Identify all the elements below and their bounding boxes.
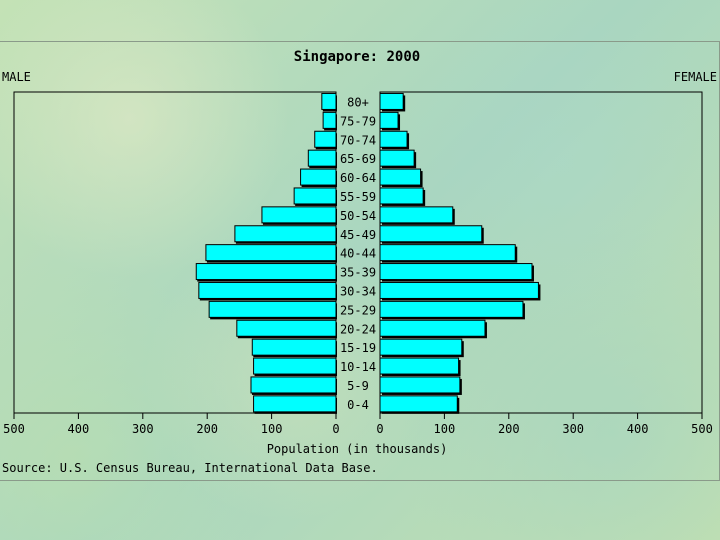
female-bar-0-4 [379,395,458,413]
age-group-label: 0-4 [347,398,369,412]
x-axis-label: Population (in thousands) [267,442,448,456]
x-tick-label: 300 [562,422,584,436]
age-group-label: 70-74 [340,133,376,147]
male-bar-30-34 [198,281,337,299]
female-label: FEMALE [674,70,717,84]
x-tick-label: 400 [68,422,90,436]
age-group-label: 10-14 [340,360,376,374]
age-group-label: 80+ [347,95,369,109]
x-ticks-group: 500 400 300 200 100 0 0 100 200 300 400 500 [3,413,713,436]
age-group-label: 60-64 [340,171,376,185]
x-tick-label: 500 [691,422,713,436]
female-bar-30-34 [379,281,539,299]
female-bar-20-24 [379,319,486,337]
age-group-label: 5-9 [347,379,369,393]
female-bar-65-69 [379,149,415,167]
age-group-label: 75-79 [340,114,376,128]
female-bar-35-39 [379,263,533,281]
male-bar-15-19 [251,338,337,356]
female-bar-45-49 [379,225,483,243]
age-group-label: 20-24 [340,322,376,336]
female-bar-50-54 [379,206,454,224]
age-group-label: 40-44 [340,247,376,261]
female-bar-70-74 [379,130,408,148]
x-tick-label: 200 [498,422,520,436]
female-bar-10-14 [379,357,460,375]
age-group-label: 55-59 [340,190,376,204]
x-tick-label: 0 [376,422,383,436]
male-bar-40-44 [205,244,337,262]
female-bar-75-79 [379,111,399,129]
female-bar-25-29 [379,300,524,318]
x-tick-label: 500 [3,422,25,436]
age-group-label: 15-19 [340,341,376,355]
male-bar-45-49 [234,225,337,243]
male-bar-10-14 [253,357,337,375]
female-bar-55-59 [379,187,424,205]
x-tick-label: 200 [196,422,218,436]
x-tick-label: 100 [261,422,283,436]
x-tick-label: 0 [332,422,339,436]
female-bar-40-44 [379,244,516,262]
male-bar-0-4 [253,395,337,413]
age-group-label: 65-69 [340,152,376,166]
male-bar-80+ [321,92,337,110]
female-bar-80+ [379,92,404,110]
x-tick-label: 100 [434,422,456,436]
age-group-label: 30-34 [340,284,376,298]
male-bar-55-59 [293,187,337,205]
population-pyramid-chart: Singapore: 2000 MALE FEMALE 80+ 75-79 70-7… [2,49,717,475]
male-bar-25-29 [208,300,337,318]
male-bar-35-39 [195,263,337,281]
bars-group [195,92,541,414]
male-bar-5-9 [250,376,337,394]
male-bar-20-24 [236,319,337,337]
female-bar-60-64 [379,168,422,186]
male-bar-70-74 [314,130,337,148]
male-bar-65-69 [307,149,337,167]
female-bar-15-19 [379,338,463,356]
male-label: MALE [2,70,31,84]
age-group-label: 45-49 [340,228,376,242]
age-group-label: 25-29 [340,303,376,317]
male-bar-75-79 [322,111,337,129]
x-tick-label: 300 [132,422,154,436]
age-group-label: 50-54 [340,209,376,223]
chart-title: Singapore: 2000 [294,49,420,65]
source-note: Source: U.S. Census Bureau, Internationa… [2,461,378,475]
age-labels-group: 80+ 75-79 70-74 65-69 60-64 55-59 50-54 45-49 40… [340,95,376,411]
male-bar-50-54 [261,206,337,224]
female-bar-5-9 [379,376,461,394]
chart-panel: Singapore: 2000 MALE FEMALE 80+ 75-79 70-7… [0,41,720,481]
age-group-label: 35-39 [340,266,376,280]
x-tick-label: 400 [627,422,649,436]
male-bar-60-64 [300,168,337,186]
